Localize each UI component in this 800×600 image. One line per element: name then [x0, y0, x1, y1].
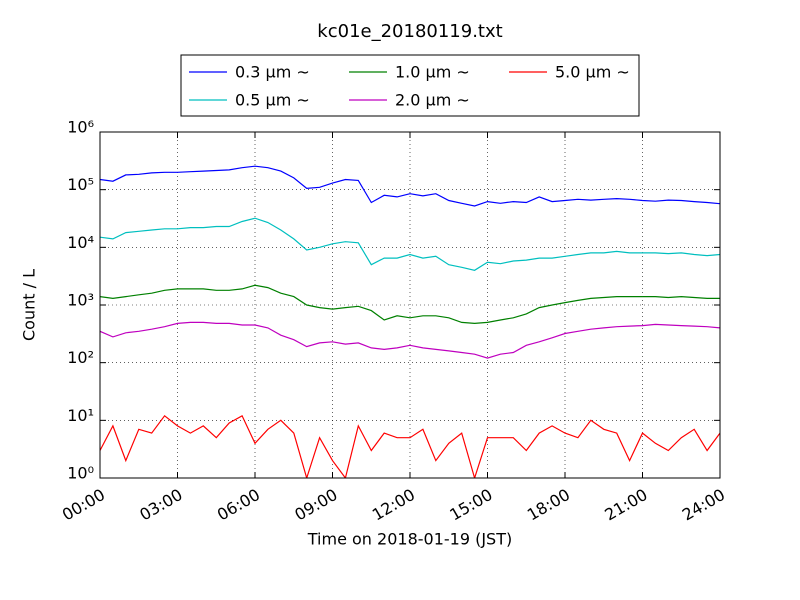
series-line	[100, 414, 720, 478]
x-tick-label: 24:00	[679, 485, 728, 525]
x-tick-label: 18:00	[524, 485, 573, 525]
legend-label: 2.0 μm ~	[395, 91, 470, 110]
x-tick-label: 09:00	[291, 485, 340, 525]
plot-lines	[100, 165, 720, 478]
y-tick-label: 10³	[67, 291, 94, 310]
series-line	[100, 321, 720, 359]
legend-label: 1.0 μm ~	[395, 63, 470, 82]
legend-label: 5.0 μm ~	[555, 63, 630, 82]
y-axis-label: Count / L	[20, 269, 39, 341]
y-tick-label: 10⁴	[67, 233, 94, 252]
y-tick-label: 10⁶	[67, 118, 94, 137]
y-tick-label: 10⁵	[67, 175, 94, 194]
x-tick-label: 06:00	[214, 485, 263, 525]
y-tick-label: 10¹	[67, 406, 94, 425]
series-line	[100, 217, 720, 271]
legend-label: 0.3 μm ~	[235, 63, 310, 82]
x-tick-label: 12:00	[369, 485, 418, 525]
x-tick-label: 00:00	[59, 485, 108, 525]
series-line	[100, 165, 720, 207]
plot-frame	[99, 131, 721, 479]
series-line	[100, 284, 720, 325]
y-tick-label: 10²	[67, 348, 94, 367]
x-axis-label: Time on 2018-01-19 (JST)	[307, 530, 512, 549]
chart-title: kc01e_20180119.txt	[317, 21, 502, 42]
x-tick-label: 03:00	[136, 485, 185, 525]
y-tick-label: 10⁰	[67, 464, 94, 483]
legend-label: 0.5 μm ~	[235, 91, 310, 110]
legend-box	[180, 54, 640, 117]
x-tick-label: 15:00	[446, 485, 495, 525]
x-tick-label: 21:00	[601, 485, 650, 525]
